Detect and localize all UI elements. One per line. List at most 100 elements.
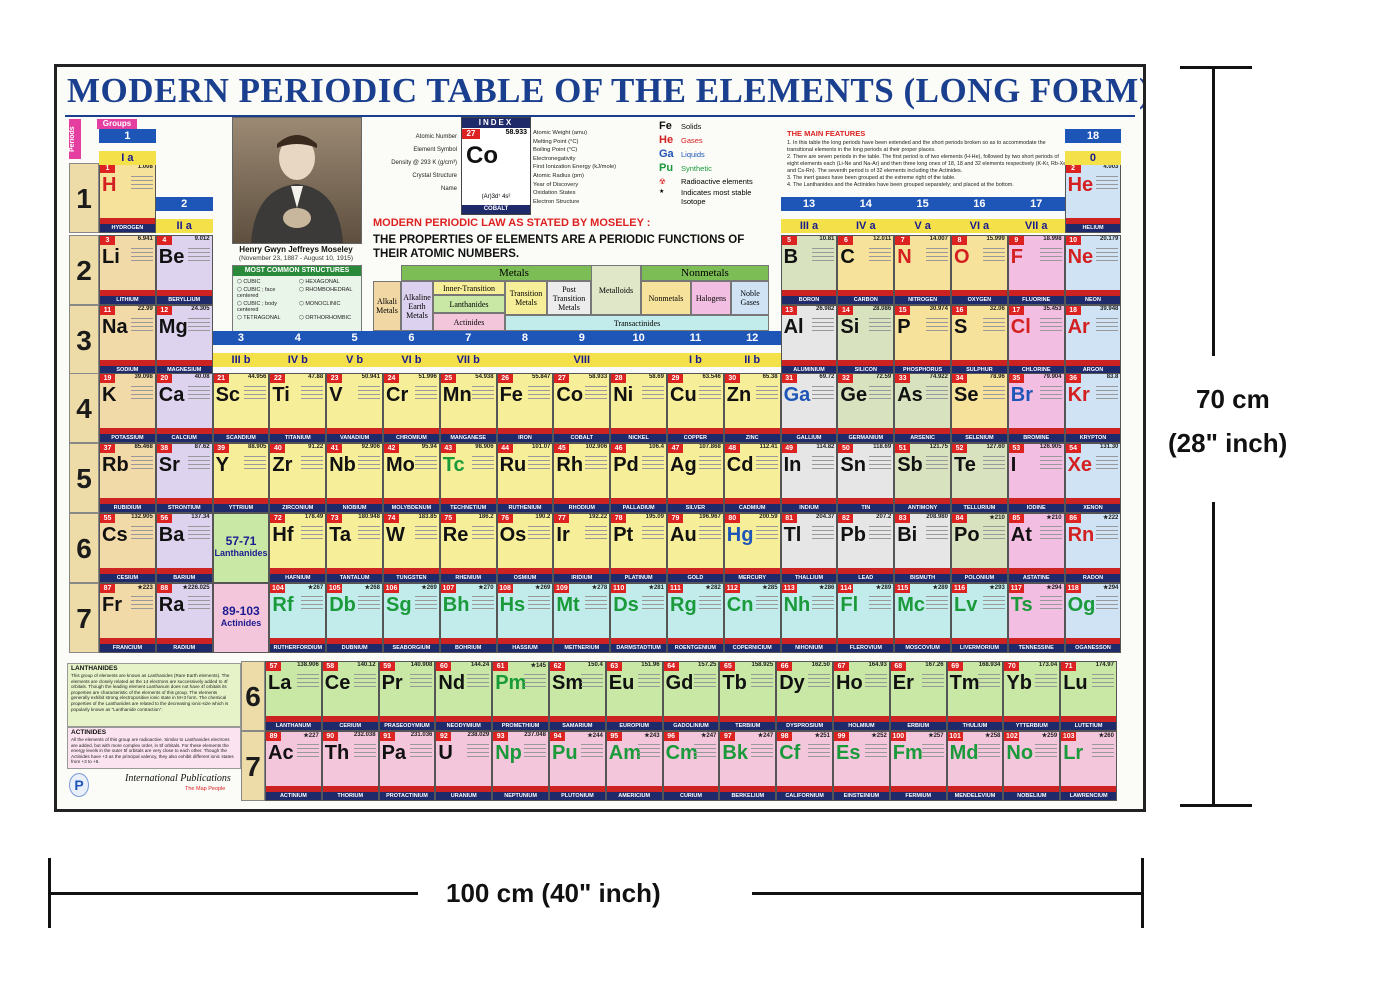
atomic-weight: 183.85 <box>418 514 437 520</box>
element-symbol: Pr <box>381 672 403 694</box>
element-name: THORIUM <box>322 792 378 800</box>
element-cell-mo: 42 95.94 Mo MOLYBDENUM <box>383 443 440 513</box>
atomic-number: 87 <box>100 584 115 593</box>
element-cell-cd: 48 112.41 Cd CADMIUM <box>723 443 781 513</box>
density-strip <box>100 428 155 434</box>
element-name: EINSTEINIUM <box>834 792 889 800</box>
atomic-weight: 102.906 <box>585 444 608 450</box>
atomic-number: 38 <box>156 444 172 453</box>
element-symbol: Lu <box>1063 672 1088 694</box>
element-name: FLUORINE <box>1008 296 1064 304</box>
stable-isotope-label: Indicates most stable Isotope <box>681 188 752 206</box>
property-lines <box>812 453 835 472</box>
element-name: STRONTIUM <box>156 504 212 512</box>
element-cell-as: 33 74.922 As ARSENIC <box>894 373 951 443</box>
atomic-weight: 167.26 <box>925 662 944 668</box>
atomic-weight: ★269 <box>421 585 437 591</box>
element-name: NEON <box>1065 296 1121 304</box>
property-lines <box>755 383 778 402</box>
density-strip <box>611 428 666 434</box>
density-strip <box>1008 568 1064 574</box>
density-strip <box>668 568 723 574</box>
element-name: FERMIUM <box>890 792 946 800</box>
element-cell-rh: 45 102.906 Rh RHODIUM <box>553 443 611 513</box>
atomic-number: 105 <box>327 584 343 593</box>
property-lines <box>130 315 153 334</box>
atomic-number: 62 <box>550 662 565 671</box>
density-strip <box>781 498 837 504</box>
density-strip <box>384 428 439 434</box>
property-lines <box>244 453 267 472</box>
feature-item: 4. The Lanthanides and the Actinides hav… <box>787 182 1014 188</box>
atomic-weight: 114.82 <box>816 444 835 450</box>
atomic-number: 23 <box>327 374 343 383</box>
atomic-number: 114 <box>838 584 854 593</box>
period-number-7: 7 <box>69 583 99 653</box>
slot-range: 89-103 <box>222 604 260 618</box>
density-strip <box>156 428 212 434</box>
atomic-number: 86 <box>1065 514 1081 523</box>
height-dim-bottom-tick <box>1180 804 1252 807</box>
property-lines <box>301 453 324 472</box>
element-cell-eu: 63 151.96 Eu EUROPIUM <box>605 661 663 731</box>
fblock-period-7: 7 <box>241 731 265 801</box>
atomic-weight: 137.34 <box>191 514 210 520</box>
group-number-7: 7 <box>439 331 497 345</box>
density-strip <box>606 716 662 722</box>
poster-title: MODERN PERIODIC TABLE OF THE ELEMENTS (L… <box>67 71 1146 110</box>
property-lines <box>978 671 1001 690</box>
element-symbol: Pu <box>552 742 578 764</box>
element-name: RUBIDIUM <box>100 504 155 512</box>
atomic-number: 71 <box>1061 662 1077 671</box>
density-strip <box>1065 290 1121 296</box>
property-lines <box>130 383 153 402</box>
property-lines <box>353 671 376 690</box>
actinides-note: ACTINIDES All the elements of this group… <box>67 727 241 769</box>
height-dim-line-lower <box>1212 502 1215 806</box>
atomic-number: 30 <box>724 374 740 383</box>
density-strip <box>895 360 950 366</box>
element-symbol: Xe <box>1067 454 1093 476</box>
atomic-weight: 79.904 <box>1043 374 1062 380</box>
element-name: TENNESSINE <box>1008 644 1064 652</box>
element-name: ERBIUM <box>890 722 946 730</box>
density-strip <box>213 428 269 434</box>
atomic-weight: 157.25 <box>698 662 717 668</box>
element-cell-fe: 26 55.847 Fe IRON <box>496 373 554 443</box>
atomic-number: 113 <box>781 584 797 593</box>
element-cell-hs: 108 ★269 Hs HASSIUM <box>496 583 554 653</box>
element-cell-zn: 30 65.38 Zn ZINC <box>723 373 781 443</box>
element-symbol: Hs <box>499 594 526 616</box>
index-right-labels: Atomic Weight (amu) Melting Point (°C) Boi… <box>533 129 643 206</box>
element-cell-mn: 25 54.938 Mn MANGANESE <box>439 373 497 443</box>
lanthanides-note-text: This group of elements are known as Lant… <box>71 673 230 712</box>
element-cell-w: 74 183.85 W TUNGSTEN <box>383 513 440 583</box>
density-strip <box>611 568 666 574</box>
atomic-weight: 118.69 <box>873 444 892 450</box>
subgroup-label-g11: I b <box>667 353 724 367</box>
atomic-number: 45 <box>554 444 570 453</box>
element-symbol: Pa <box>381 742 407 764</box>
atomic-number: 33 <box>895 374 911 383</box>
element-cell-sr: 38 87.62 Sr STRONTIUM <box>155 443 213 513</box>
density-strip <box>838 360 894 366</box>
density-strip <box>497 638 553 644</box>
state-key-symbol: He <box>659 134 674 146</box>
property-lines <box>869 453 892 472</box>
atomic-weight: 32.06 <box>989 306 1005 312</box>
density-strip <box>1008 360 1064 366</box>
density-strip <box>1004 786 1060 792</box>
element-cell-pa: 91 231.036 Pa PROTACTINIUM <box>378 731 436 801</box>
element-cell-ne: 10 20.179 Ne NEON <box>1064 235 1122 305</box>
element-cell-pm: 61 ★145 Pm PROMETHIUM <box>492 661 549 731</box>
atomic-weight: 106.4 <box>648 444 664 450</box>
atomic-weight: ★247 <box>701 733 717 739</box>
element-symbol: Li <box>102 246 120 268</box>
density-strip <box>327 568 382 574</box>
scientist-dates: (November 23, 1887 - August 10, 1915) <box>238 255 354 262</box>
atomic-weight: 140.12 <box>357 662 376 668</box>
index-right-label: Melting Point (°C) <box>533 138 579 145</box>
state-key-row: Ga Liquids <box>659 147 777 161</box>
atomic-weight: ★252 <box>871 733 887 739</box>
element-cell-bi: 83 208.980 Bi BISMUTH <box>894 513 951 583</box>
